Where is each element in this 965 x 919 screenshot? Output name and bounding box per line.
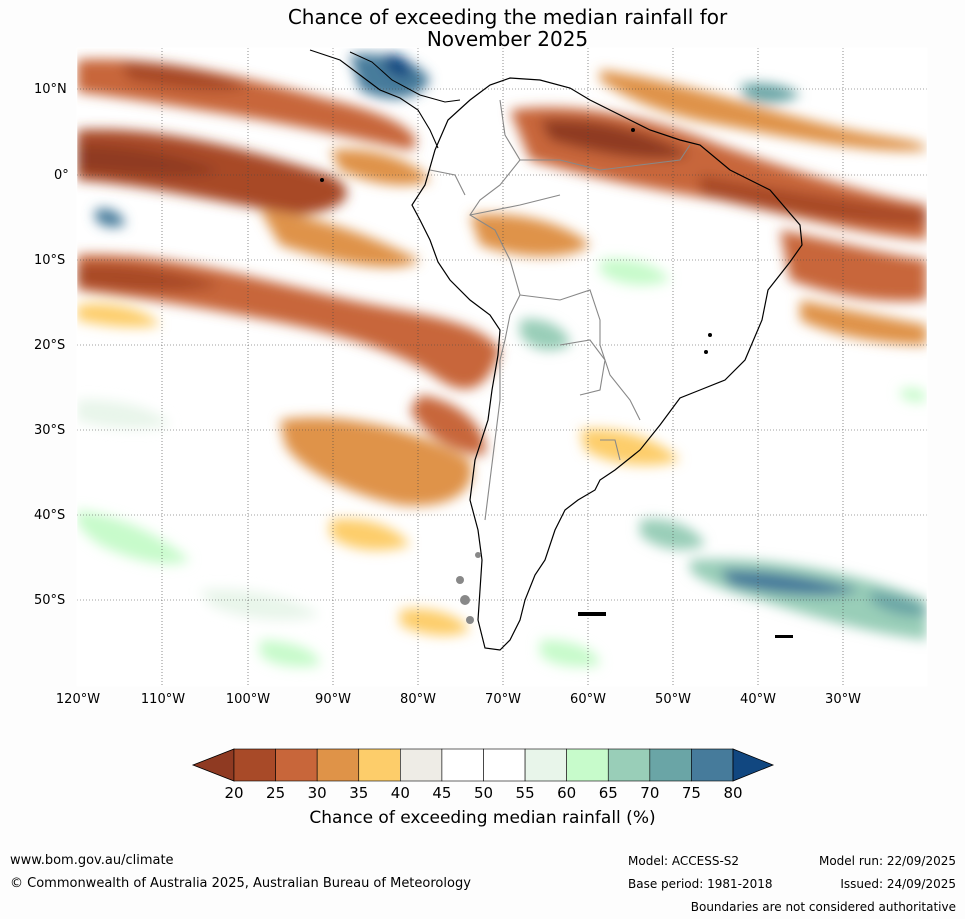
colorbar-segment: [316, 748, 360, 782]
model-run-date: Model run: 22/09/2025: [818, 854, 956, 868]
colorbar-segment: [400, 748, 443, 782]
colorbar-segment: [358, 748, 401, 782]
colorbar-segment: [483, 748, 526, 782]
islands: [320, 128, 793, 638]
lat-label-30s: 30°S: [34, 423, 66, 438]
colorbar-tick-label: 65: [598, 784, 618, 802]
south-america-coastline: [411, 77, 803, 651]
country-borders: [429, 99, 691, 521]
colorbar-tick-label: 45: [432, 784, 452, 802]
colorbar-arrow-low: [191, 748, 235, 782]
lat-label-40s: 40°S: [34, 508, 66, 523]
colorbar-tick-label: 25: [266, 784, 286, 802]
lon-label-30w: 30°W: [825, 692, 861, 707]
colorbar-title: Chance of exceeding median rainfall (%): [309, 808, 656, 828]
lon-label-100w: 100°W: [225, 692, 271, 707]
colorbar-tick-label: 40: [390, 784, 410, 802]
lon-label-80w: 80°W: [400, 692, 436, 707]
lat-label-20s: 20°S: [34, 338, 66, 353]
lat-label-50s: 50°S: [34, 593, 66, 608]
map-title-line2: November 2025: [426, 27, 589, 51]
lon-label-120w: 120°W: [55, 692, 101, 707]
colorbar-tick-label: 80: [723, 784, 743, 802]
website-link[interactable]: www.bom.gov.au/climate: [10, 853, 174, 868]
boundaries-disclaimer: Boundaries are not considered authoritat…: [690, 900, 956, 914]
lon-label-110w: 110°W: [140, 692, 186, 707]
colorbar: [191, 748, 775, 782]
graticule: [77, 48, 927, 686]
colorbar-segment: [566, 748, 609, 782]
colorbar-tick-label: 20: [224, 784, 244, 802]
lon-label-70w: 70°W: [485, 692, 521, 707]
lon-label-40w: 40°W: [740, 692, 776, 707]
colorbar-arrow-high: [732, 748, 775, 782]
map-title-line1: Chance of exceeding the median rainfall …: [287, 5, 728, 29]
colorbar-tick-label: 30: [307, 784, 327, 802]
colorbar-segment: [649, 748, 692, 782]
lat-label-10s: 10°S: [34, 253, 66, 268]
colorbar-segment: [233, 748, 276, 782]
lat-label-10n: 10°N: [34, 82, 67, 97]
colorbar-tick-label: 70: [640, 784, 660, 802]
colorbar-tick-label: 55: [515, 784, 535, 802]
issued-date: Issued: 24/09/2025: [840, 877, 956, 891]
colorbar-segment: [607, 748, 651, 782]
colorbar-segment: [275, 748, 318, 782]
base-period: Base period: 1981-2018: [628, 877, 773, 891]
colorbar-segment: [524, 748, 567, 782]
rainfall-probability-field: [77, 53, 927, 667]
central-america-coastline: [309, 49, 439, 149]
colorbar-tick-label: 50: [473, 784, 494, 802]
lon-label-50w: 50°W: [655, 692, 691, 707]
colorbar-tick-label: 60: [557, 784, 577, 802]
lat-label-0: 0°: [54, 168, 69, 183]
colorbar-tick-label: 75: [681, 784, 701, 802]
chile-archipelago: [456, 552, 481, 624]
copyright-text: © Commonwealth of Australia 2025, Austra…: [10, 876, 471, 891]
colorbar-tick-label: 35: [349, 784, 369, 802]
colorbar-segment: [441, 748, 484, 782]
model-name: Model: ACCESS-S2: [628, 854, 740, 868]
lon-label-60w: 60°W: [570, 692, 606, 707]
colorbar-segment: [691, 748, 734, 782]
lon-label-90w: 90°W: [315, 692, 351, 707]
